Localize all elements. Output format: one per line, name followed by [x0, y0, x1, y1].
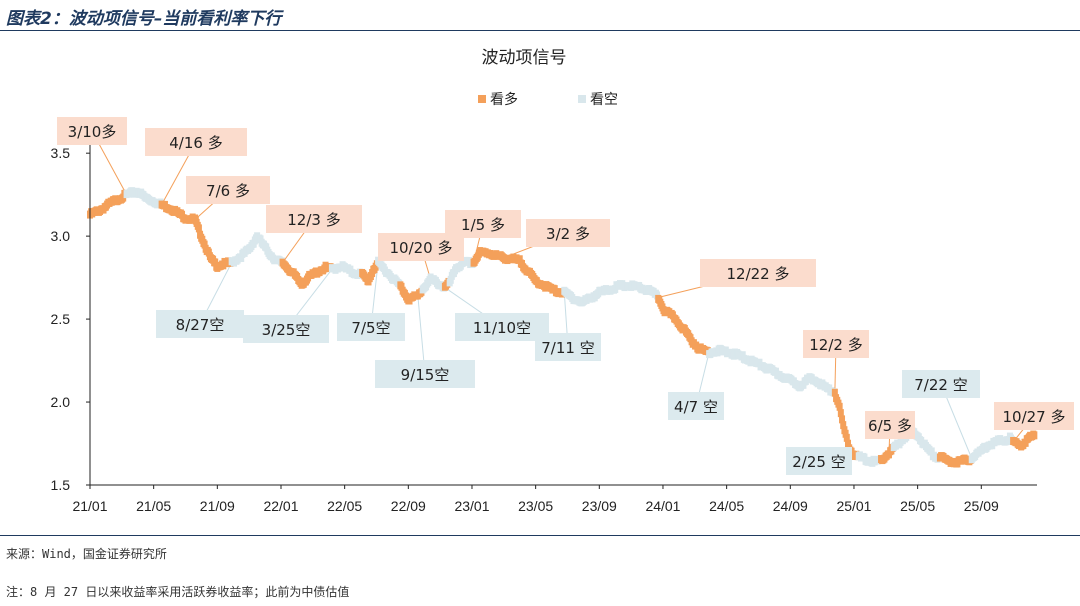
- data-marks: [87, 187, 1038, 468]
- data-point: [844, 439, 851, 448]
- y-tick-label: 2.5: [51, 311, 71, 327]
- annotation-box: [786, 447, 852, 475]
- y-tick-label: 1.5: [51, 477, 71, 493]
- data-point: [195, 224, 202, 233]
- annotation-box: [668, 392, 724, 420]
- x-tick-label: 25/05: [900, 498, 935, 514]
- annotation-label: 4/16 多: [169, 134, 222, 152]
- annotation-label: 4/7 空: [674, 398, 718, 416]
- annotation-box: [803, 330, 869, 358]
- data-point: [837, 409, 844, 418]
- data-point: [201, 240, 208, 249]
- annotation-box: [902, 370, 980, 398]
- annotation-box: [57, 117, 127, 145]
- data-point: [212, 258, 219, 267]
- x-tick-label: 21/09: [200, 498, 235, 514]
- annotation-label: 12/3 多: [287, 211, 340, 229]
- annotation-label: 3/25空: [262, 321, 311, 339]
- data-point: [840, 421, 847, 430]
- annotation-box: [156, 310, 244, 338]
- y-tick-label: 3.5: [51, 145, 71, 161]
- legend: 看多 看空: [478, 91, 618, 108]
- annotation-box: [535, 333, 601, 361]
- annotation-label: 2/25 空: [792, 453, 845, 471]
- annotation-box: [455, 313, 549, 341]
- legend-swatch-bull: [478, 95, 486, 103]
- x-tick-label: 23/09: [582, 498, 617, 514]
- figure-title: 图表2：波动项信号–当前看利率下行: [6, 9, 282, 29]
- annotation-label: 7/11 空: [541, 339, 594, 357]
- x-tick-label: 23/05: [518, 498, 553, 514]
- data-point: [238, 253, 245, 262]
- annotation-box: [445, 210, 521, 238]
- annotation-box: [266, 205, 362, 233]
- annotation-label: 6/5 多: [868, 417, 912, 435]
- data-point: [516, 255, 523, 264]
- annotation-label: 7/6 多: [206, 182, 250, 200]
- x-tick-label: 22/09: [391, 498, 426, 514]
- x-tick-label: 22/01: [263, 498, 298, 514]
- annotation-label: 11/10空: [473, 319, 531, 337]
- x-tick-label: 25/01: [836, 498, 871, 514]
- annotation-label: 7/22 空: [914, 376, 967, 394]
- chart-title: 波动项信号: [482, 48, 567, 68]
- data-point: [839, 415, 846, 424]
- x-tick-label: 24/05: [709, 498, 744, 514]
- annotation-label: 10/20 多: [390, 239, 453, 257]
- annotation-label: 9/15空: [401, 366, 450, 384]
- annotation-label: 8/27空: [176, 316, 225, 334]
- annotation-label: 12/22 多: [727, 265, 790, 283]
- annotation-box: [865, 411, 915, 439]
- source-text: 来源：Wind，国金证券研究所: [6, 547, 167, 561]
- x-tick-label: 22/05: [327, 498, 362, 514]
- annotation-box: [994, 402, 1074, 430]
- note-text: 注：8 月 27 日以来收益率采用活跃券收益率；此前为中债估值: [6, 585, 350, 599]
- x-tick-label: 21/01: [72, 498, 107, 514]
- x-tick-label: 23/01: [454, 498, 489, 514]
- y-tick-label: 3.0: [51, 228, 71, 244]
- annotation-label: 3/10多: [68, 123, 117, 141]
- annotation-box: [337, 313, 405, 341]
- annotation-box: [526, 219, 610, 247]
- data-point: [843, 433, 850, 442]
- data-point: [831, 388, 838, 397]
- bottom-rule: [0, 535, 1080, 536]
- x-tick-label: 24/01: [645, 498, 680, 514]
- data-point: [1031, 431, 1038, 440]
- annotation-label: 1/5 多: [461, 216, 505, 234]
- annotation-label: 12/2 多: [809, 336, 862, 354]
- top-rule: [0, 30, 1080, 31]
- legend-label-bull: 看多: [490, 91, 518, 108]
- axes: 1.5 2.0 2.5 3.0 3.5 21/01 21/05 21/09 22/01 22/05…: [51, 145, 1037, 514]
- data-point: [842, 429, 849, 438]
- annotation-box: [145, 128, 247, 156]
- data-point: [836, 402, 843, 411]
- annotation-box: [700, 259, 816, 287]
- legend-swatch-bear: [578, 95, 586, 103]
- data-point: [928, 447, 935, 456]
- y-tick-label: 2.0: [51, 394, 71, 410]
- annotation-label: 10/27 多: [1003, 408, 1066, 426]
- annotation-labels: 3/10多 4/16 多 7/6 多 8/27空 12/3 多 3/25空 7/5空 9/15…: [57, 117, 1074, 475]
- annotation-label: 3/2 多: [546, 225, 590, 243]
- x-tick-label: 21/05: [136, 498, 171, 514]
- annotation-box: [375, 360, 475, 388]
- annotation-box: [186, 176, 270, 204]
- annotation-label: 7/5空: [351, 319, 390, 337]
- x-tick-label: 25/09: [964, 498, 999, 514]
- legend-label-bear: 看空: [590, 92, 618, 108]
- annotation-box: [243, 315, 329, 343]
- x-tick-label: 24/09: [773, 498, 808, 514]
